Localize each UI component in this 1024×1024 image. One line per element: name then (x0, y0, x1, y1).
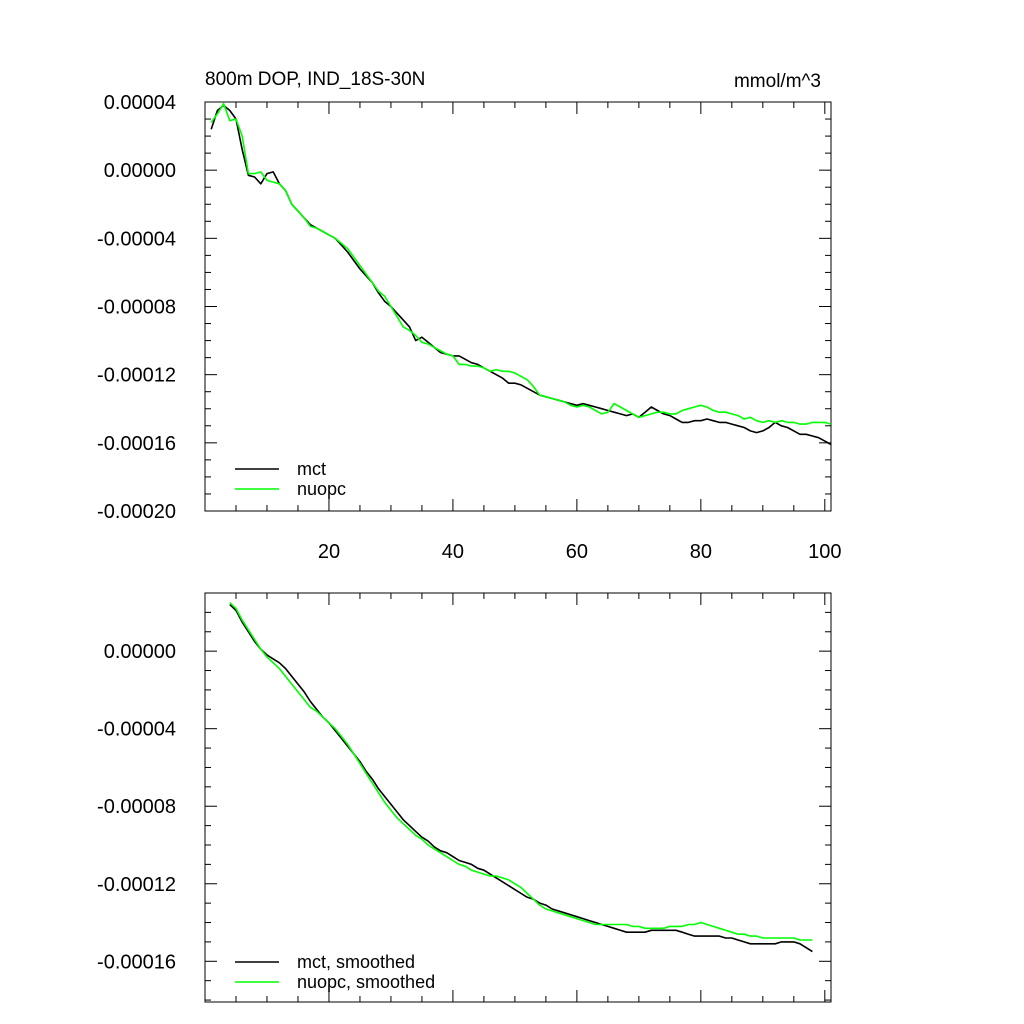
legend-label: mct, smoothed (297, 952, 415, 972)
x-tick-label: 40 (442, 541, 464, 563)
y-tick-label: 0.00000 (104, 160, 176, 182)
y-tick-label: -0.00020 (97, 501, 176, 523)
legend-label: nuopc, smoothed (297, 972, 435, 992)
series-line-mct-smoothed (229, 604, 813, 953)
y-tick-label: -0.00016 (97, 951, 176, 973)
legend-label: mct (297, 459, 326, 479)
plot-frame (204, 101, 832, 512)
y-tick-label: 0.00004 (104, 92, 176, 114)
units-label: mmol/m^3 (734, 71, 821, 92)
x-tick-label: 100 (808, 541, 841, 563)
chart-title: 800m DOP, IND_18S-30N (205, 69, 425, 90)
y-tick-label: 0.00000 (104, 641, 176, 663)
x-tick-label: 80 (690, 541, 712, 563)
plot-frame (204, 592, 832, 1003)
top-panel: 0.00004 0.00000 -0.00004 -0.00008 -0.00012 -0… (97, 69, 841, 563)
y-tick-label: -0.00008 (97, 297, 176, 319)
y-tick-label: -0.00012 (97, 874, 176, 896)
y-tick-label: -0.00016 (97, 433, 176, 455)
y-tick-label: -0.00012 (97, 365, 176, 387)
legend-label: nuopc (297, 479, 346, 499)
series-line-nuopc-smoothed (229, 602, 813, 941)
bottom-panel: 0.00000 -0.00004 -0.00008 -0.00012 -0.00016 m… (97, 592, 832, 1003)
x-tick-label: 60 (566, 541, 588, 563)
series-line-nuopc (210, 102, 832, 425)
y-tick-label: -0.00008 (97, 796, 176, 818)
y-tick-label: -0.00004 (97, 719, 176, 741)
x-tick-label: 20 (318, 541, 340, 563)
series-line-mct (210, 104, 832, 446)
y-tick-label: -0.00004 (97, 228, 176, 250)
